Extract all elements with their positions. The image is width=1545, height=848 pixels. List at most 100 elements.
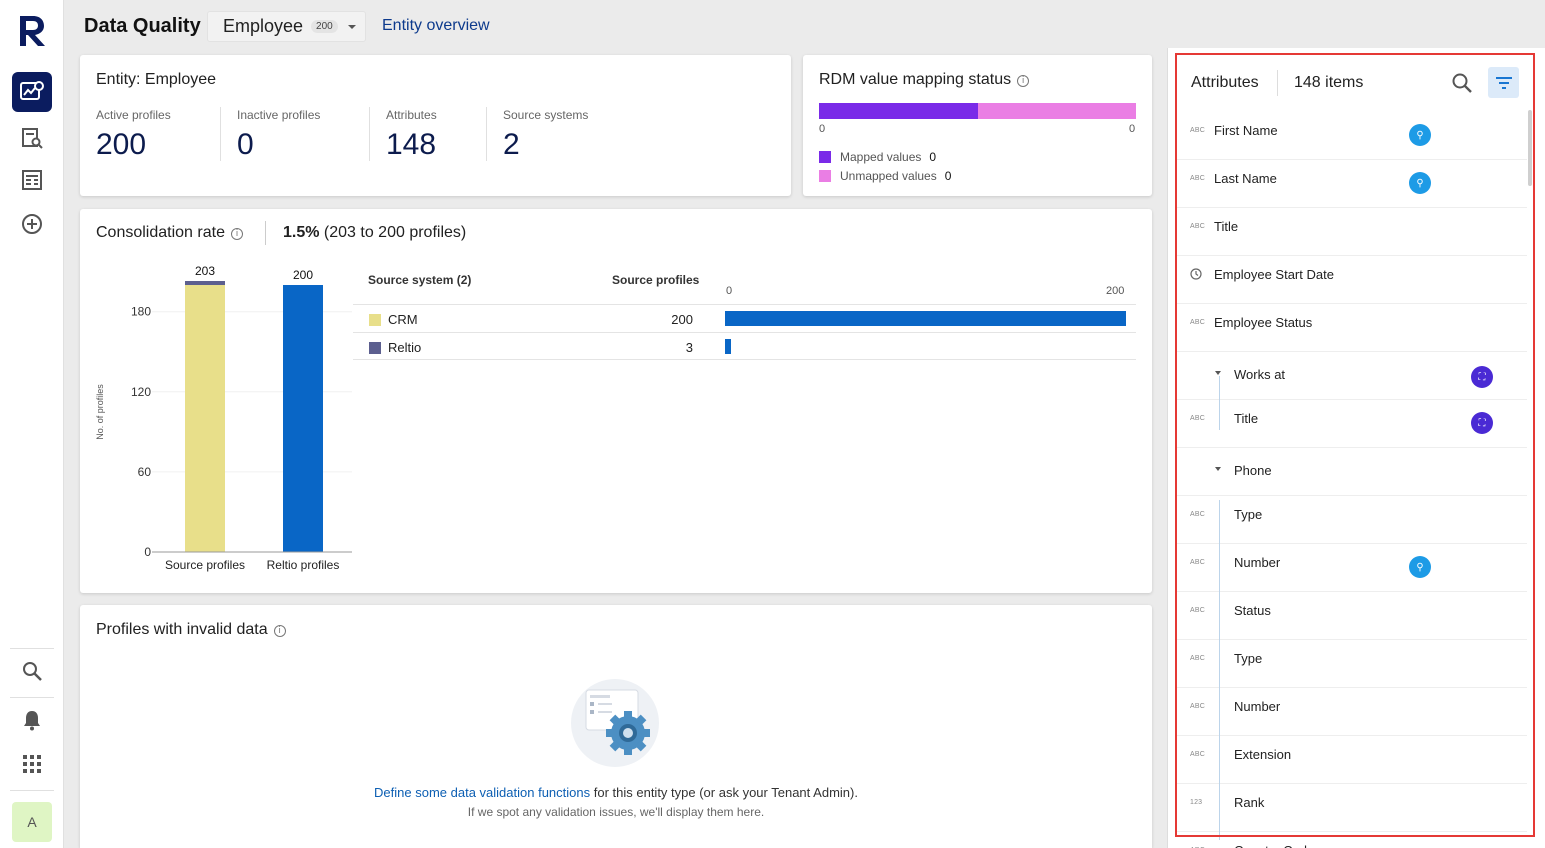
attribute-row[interactable]: ABC Status xyxy=(1175,592,1527,640)
attribute-search-button[interactable] xyxy=(1450,71,1474,95)
filter-icon xyxy=(1495,76,1512,89)
attribute-name: Type xyxy=(1234,651,1263,666)
bar-segment-1-2 xyxy=(283,285,323,552)
info-icon[interactable]: i xyxy=(1017,75,1030,87)
info-icon[interactable]: i xyxy=(273,625,286,637)
stat-active-profiles: Active profiles 200 xyxy=(96,108,171,162)
consolidation-bar-chart: 0 60 120 180 No. of profiles 203 Source profil… xyxy=(95,264,352,572)
settings-gear-illustration-icon xyxy=(571,679,659,767)
stat-value: 0 xyxy=(237,128,254,161)
legend-swatch xyxy=(819,170,831,182)
data-quality-icon[interactable] xyxy=(12,72,52,112)
attribute-row[interactable]: 123 Rank xyxy=(1175,784,1527,832)
attribute-row[interactable]: ABC Number xyxy=(1175,688,1527,736)
entity-type-select[interactable]: Employee 200 xyxy=(207,11,366,42)
rdm-unmapped-segment xyxy=(977,103,1136,119)
source-row-reltio: Reltio 3 xyxy=(353,332,1136,360)
attribute-type-icon: ABC xyxy=(1190,607,1205,614)
match-rule-icon[interactable]: ⚲ xyxy=(1409,172,1431,194)
legend-unmapped: Unmapped values 0 xyxy=(819,169,951,183)
attribute-type-icon: ABC xyxy=(1190,655,1205,662)
match-rule-icon[interactable]: ⚲ xyxy=(1409,556,1431,578)
attribute-row[interactable]: ABC Last Name ⚲ xyxy=(1175,160,1527,208)
attribute-row[interactable]: Phone xyxy=(1175,448,1527,496)
rdm-title-text: RDM value mapping status xyxy=(819,71,1012,88)
avatar[interactable]: A xyxy=(12,802,52,842)
attribute-row[interactable]: ABC Type xyxy=(1175,640,1527,688)
consolidation-title-text: Consolidation rate xyxy=(96,224,225,241)
attribute-row[interactable]: ABC Title xyxy=(1175,208,1527,256)
chevron-down-icon[interactable] xyxy=(1215,371,1221,375)
chevron-down-icon xyxy=(348,25,356,29)
attribute-type-icon: 123 xyxy=(1190,799,1203,806)
reltio-logo-icon[interactable] xyxy=(17,14,47,48)
source-system-header: Source system (2) xyxy=(368,273,472,287)
stat-label: Active profiles xyxy=(96,108,171,122)
page-title: Data Quality xyxy=(84,15,201,37)
legend-swatch xyxy=(369,314,381,326)
rdm-mapping-card: RDM value mapping status i 0 0 Mapped val… xyxy=(803,55,1152,196)
attribute-row[interactable]: ABC Employee Status xyxy=(1175,304,1527,352)
y-axis-label: No. of profiles xyxy=(95,384,105,440)
attribute-type-icon: ABC xyxy=(1190,319,1205,326)
source-count: 200 xyxy=(671,312,693,327)
y-tick-label: 60 xyxy=(138,465,152,479)
attribute-name: Works at xyxy=(1234,367,1286,382)
add-circle-icon[interactable] xyxy=(12,204,52,244)
stat-value: 2 xyxy=(503,128,520,161)
divider xyxy=(369,107,370,161)
source-count: 3 xyxy=(685,340,693,355)
attribute-name: Last Name xyxy=(1214,171,1277,186)
attribute-filter-button[interactable] xyxy=(1488,67,1519,98)
attribute-row[interactable]: ABC Extension xyxy=(1175,736,1527,784)
rail-divider xyxy=(10,790,54,791)
attribute-name: Employee Start Date xyxy=(1214,267,1334,282)
attribute-name: Status xyxy=(1234,603,1271,618)
attributes-title: Attributes xyxy=(1191,74,1259,91)
left-nav-rail: A xyxy=(0,0,64,848)
legend-mapped: Mapped values 0 xyxy=(819,150,936,164)
article-icon[interactable] xyxy=(12,160,52,200)
stat-inactive-profiles: Inactive profiles 0 xyxy=(237,108,320,162)
source-row-crm: CRM 200 xyxy=(353,304,1136,332)
bar-segment-0-0 xyxy=(185,285,225,552)
stat-source-systems: Source systems 2 xyxy=(503,108,588,162)
define-validation-link[interactable]: Define some data validation functions xyxy=(374,785,591,800)
bell-icon[interactable] xyxy=(12,700,52,740)
entity-select-value: Employee xyxy=(223,16,304,36)
legend-label: Unmapped values xyxy=(840,169,937,183)
attribute-type-icon: ABC xyxy=(1190,511,1205,518)
attribute-name: Country Code xyxy=(1234,843,1314,848)
attribute-name: First Name xyxy=(1214,123,1278,138)
search-list-icon[interactable] xyxy=(12,118,52,158)
stat-value: 148 xyxy=(386,128,437,161)
attribute-row[interactable]: ABC Title ⛶ xyxy=(1175,400,1527,448)
attribute-row[interactable]: ABC First Name ⚲ xyxy=(1175,112,1527,160)
attribute-name: Phone xyxy=(1234,463,1272,478)
attribute-type-icon: ABC xyxy=(1190,703,1205,710)
attribute-type-icon: ABC xyxy=(1190,127,1205,134)
tree-guide-line xyxy=(1219,500,1220,840)
chevron-down-icon[interactable] xyxy=(1215,467,1221,471)
reference-attribute-icon[interactable]: ⛶ xyxy=(1471,412,1493,434)
attribute-row[interactable]: ABCCountry Code xyxy=(1175,832,1527,848)
attribute-name: Number xyxy=(1234,555,1281,570)
rdm-tick-end: 0 xyxy=(1129,123,1136,135)
source-bar-reltio xyxy=(725,339,731,354)
divider xyxy=(1277,70,1278,96)
panel-scrollbar[interactable] xyxy=(1528,110,1532,186)
attribute-row[interactable]: Employee Start Date xyxy=(1175,256,1527,304)
invalid-data-title: Profiles with invalid data i xyxy=(96,621,286,639)
attribute-row[interactable]: ABC Type xyxy=(1175,496,1527,544)
attribute-row[interactable]: ABC Number ⚲ xyxy=(1175,544,1527,592)
tree-guide-line xyxy=(1219,376,1220,430)
attribute-row[interactable]: Works at ⛶ xyxy=(1175,352,1527,400)
apps-grid-icon[interactable] xyxy=(12,744,52,784)
entity-overview-link[interactable]: Entity overview xyxy=(382,17,490,34)
invalid-data-message: Define some data validation functions fo… xyxy=(80,785,1152,800)
search-icon[interactable] xyxy=(12,651,52,691)
info-icon[interactable]: i xyxy=(230,228,243,240)
source-name: CRM xyxy=(388,312,418,327)
reference-attribute-icon[interactable]: ⛶ xyxy=(1471,366,1493,388)
match-rule-icon[interactable]: ⚲ xyxy=(1409,124,1431,146)
